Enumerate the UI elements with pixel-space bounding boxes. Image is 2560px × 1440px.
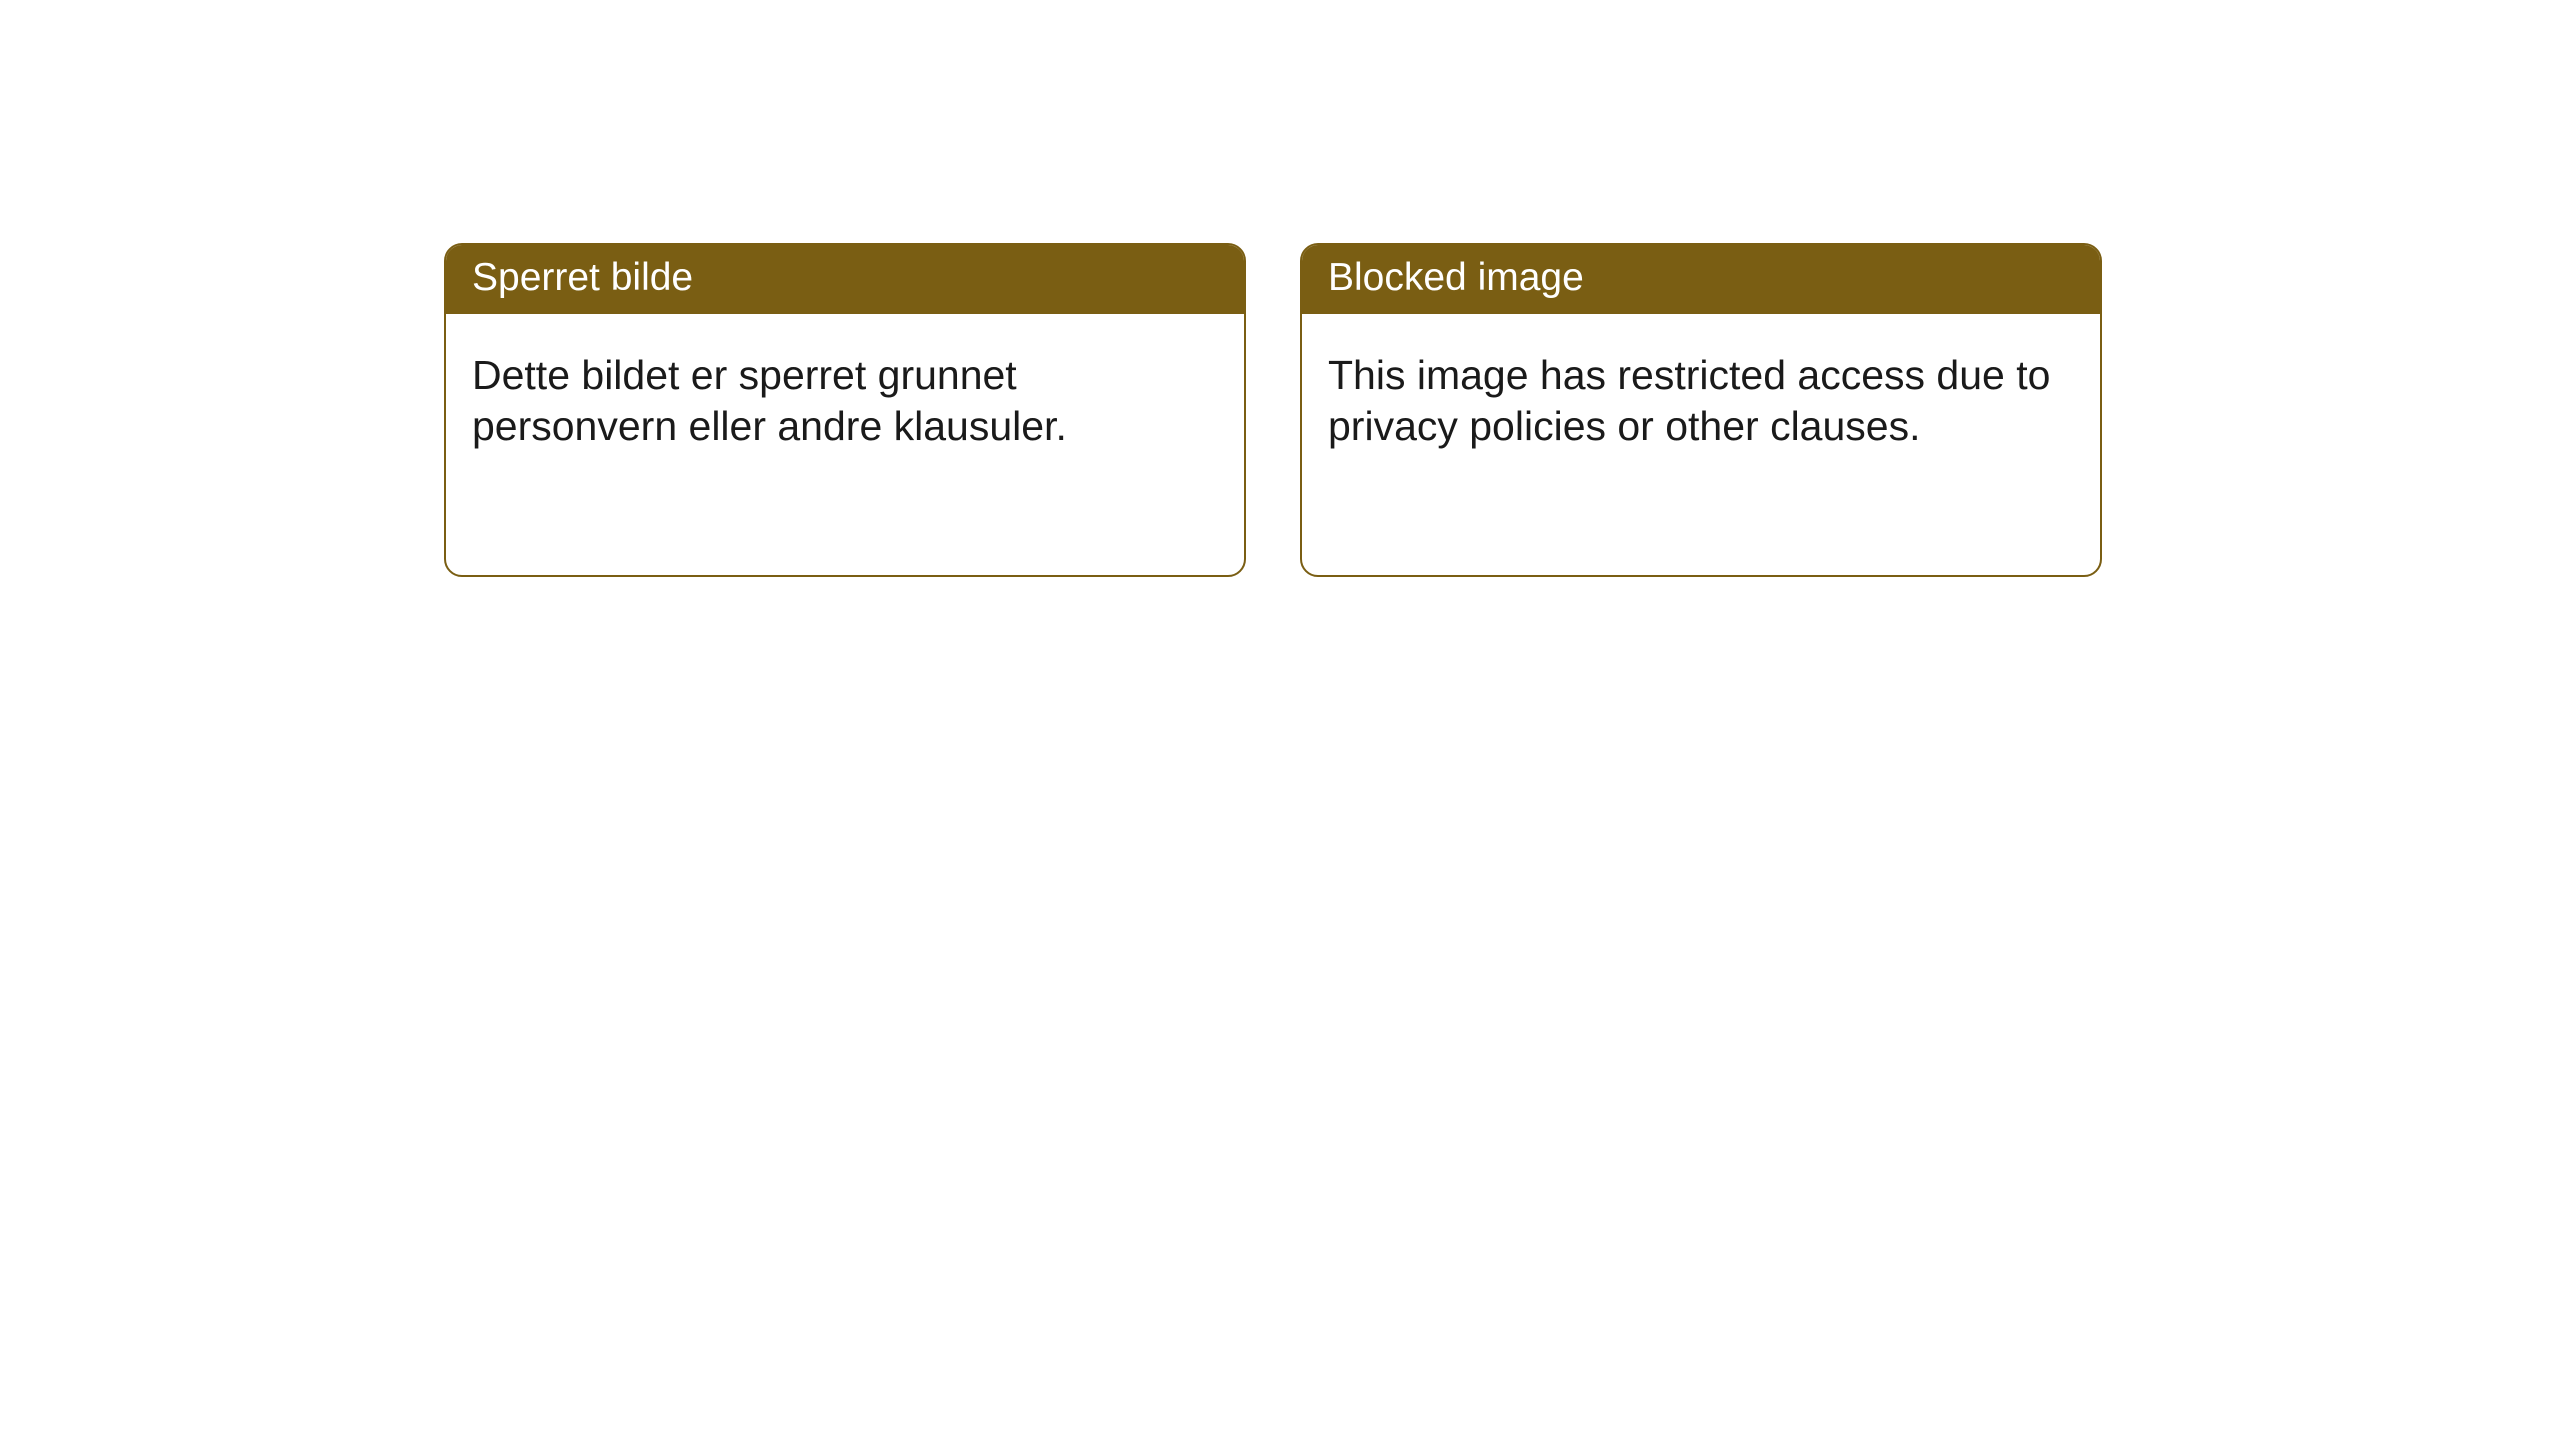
notice-title: Sperret bilde [472,256,693,299]
notice-body-text: Dette bildet er sperret grunnet personve… [472,352,1067,449]
notice-card-english: Blocked image This image has restricted … [1300,243,2102,577]
notice-body: Dette bildet er sperret grunnet personve… [446,314,1244,479]
notice-header: Sperret bilde [446,245,1244,314]
notice-body-text: This image has restricted access due to … [1328,352,2050,449]
notice-title: Blocked image [1328,256,1584,299]
notice-card-norwegian: Sperret bilde Dette bildet er sperret gr… [444,243,1246,577]
notice-body: This image has restricted access due to … [1302,314,2100,479]
notice-header: Blocked image [1302,245,2100,314]
notice-container: Sperret bilde Dette bildet er sperret gr… [0,0,2560,577]
